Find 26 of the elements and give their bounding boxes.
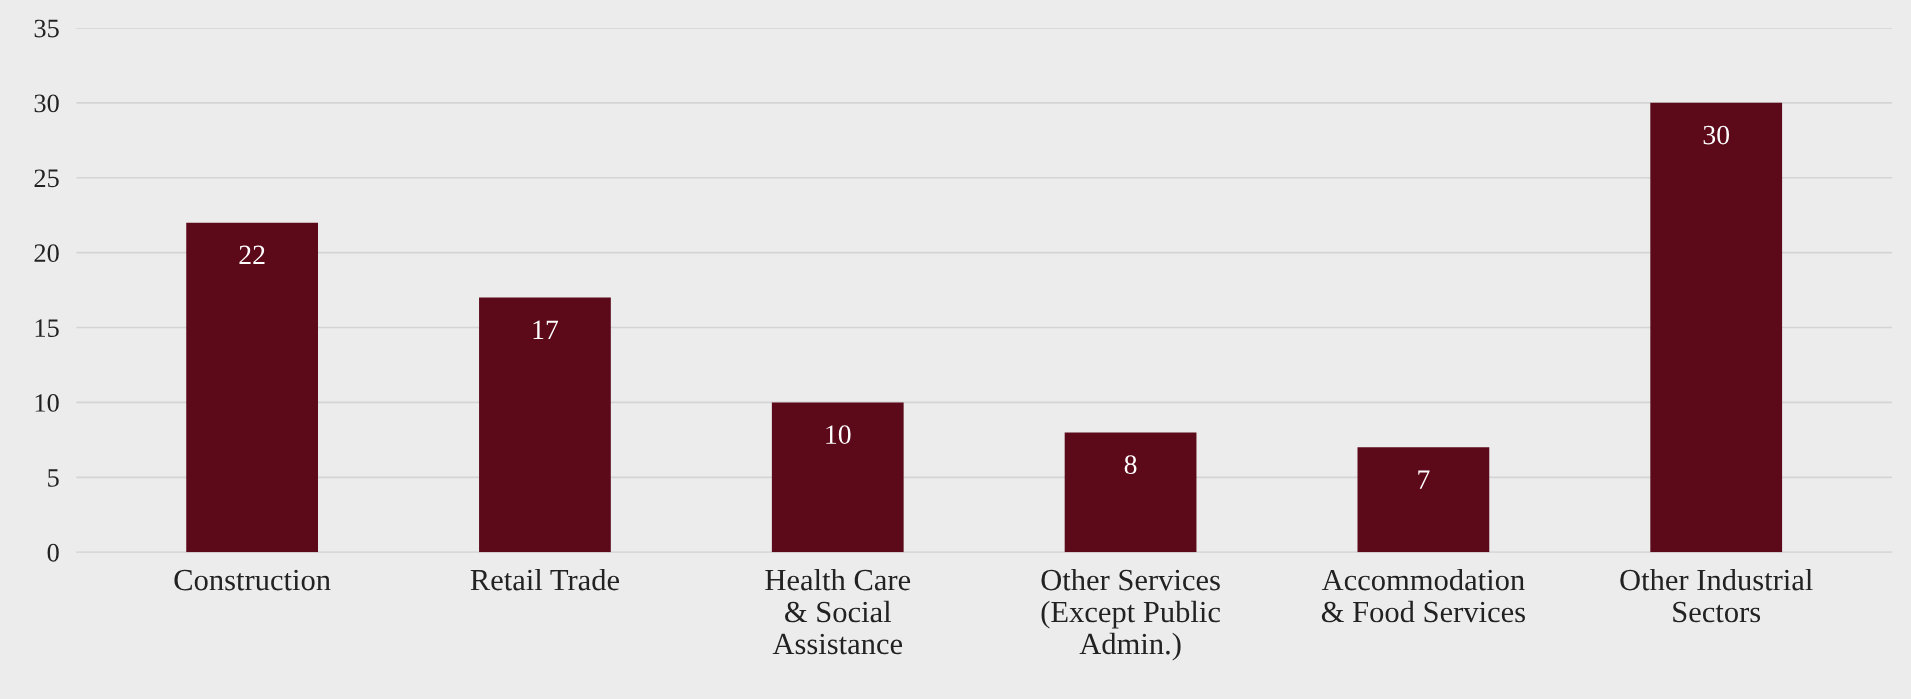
data-label: 10 [826, 425, 851, 444]
y-tick-label: 5 [48, 469, 59, 487]
y-tick-label: 20 [34, 244, 59, 263]
y-tick-label: 10 [35, 394, 59, 412]
data-label: 30 [1703, 125, 1730, 145]
data-label: 17 [533, 320, 559, 339]
y-tick-label: 35 [34, 19, 59, 38]
data-label: 22 [239, 245, 265, 264]
data-label: 7 [1418, 470, 1430, 489]
y-tick-label: 25 [34, 169, 59, 188]
bar [1064, 432, 1197, 553]
bar [1650, 102, 1783, 553]
x-tick-label: Other Industrial Sectors [1620, 568, 1813, 623]
x-tick-label: Other Services (Except Public Admin.) [1041, 568, 1220, 661]
y-tick-label: 0 [47, 543, 59, 562]
y-tick-label: 15 [35, 319, 59, 337]
bar [1357, 447, 1490, 553]
data-label: 8 [1124, 455, 1137, 474]
bar [771, 402, 904, 553]
x-tick-label: Health Care & Social Assistance [765, 568, 911, 655]
y-tick-label: 30 [34, 94, 59, 113]
x-tick-label: Construction [174, 569, 331, 591]
bar [186, 222, 319, 553]
x-tick-label: Retail Trade [470, 568, 620, 591]
bar [479, 297, 611, 553]
x-tick-label: Accommodation & Food Services [1321, 568, 1525, 623]
